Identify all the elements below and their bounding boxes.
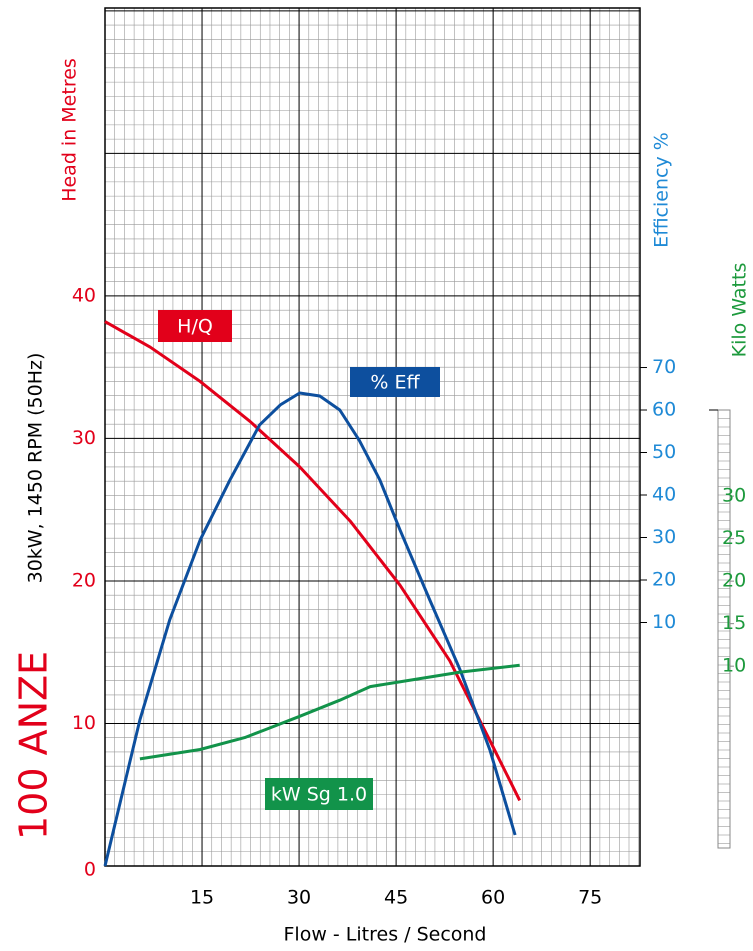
y-tick-label: 40 [72, 284, 96, 306]
curve-label: kW Sg 1.0 [271, 784, 367, 806]
y3-tick-label: 10 [722, 655, 746, 677]
y-tick-label: 30 [72, 427, 96, 449]
y2-tick-label: 10 [652, 611, 676, 633]
curve [103, 391, 517, 867]
y3-tick-label: 15 [722, 612, 746, 634]
x-axis-label: Flow - Litres / Second [283, 924, 486, 946]
x-tick-label: 60 [481, 887, 505, 909]
marks: H/Q % Eff kW Sg 1.0 [103, 310, 522, 867]
y2-tick-label: 50 [652, 441, 676, 463]
curve-label-box [265, 778, 373, 810]
y2-tick-label: 70 [652, 356, 676, 378]
plot-frame [104, 7, 641, 867]
curve-label-box [350, 367, 440, 397]
model: 100 ANZE [12, 651, 56, 840]
curve-label-box [158, 310, 232, 342]
y-tick-label: 20 [72, 569, 96, 591]
y2-axis-label: Efficiency % [651, 132, 673, 248]
x-tick-label: 30 [287, 887, 311, 909]
y3-strip [717, 409, 731, 849]
y2-tick-label: 40 [652, 484, 676, 506]
curve-label: % Eff [370, 372, 420, 394]
x-tick-label: 15 [190, 887, 214, 909]
y3-tick-label: 25 [722, 527, 746, 549]
y-axis-label: Head in Metres [59, 58, 81, 202]
y2-tick-label: 60 [652, 399, 676, 421]
curve [139, 663, 520, 761]
grid [104, 7, 734, 867]
y2-tick-label: 30 [652, 526, 676, 548]
y2-tick-label: 20 [652, 569, 676, 591]
y3-tick-label: 30 [722, 485, 746, 507]
y-tick-label: 0 [84, 859, 96, 881]
curve [104, 320, 522, 802]
y3-tick-label: 20 [722, 570, 746, 592]
rating: 30kW, 1450 RPM (50Hz) [25, 353, 47, 584]
curve-label: H/Q [177, 316, 213, 338]
y-tick-label: 10 [72, 712, 96, 734]
x-tick-label: 75 [578, 887, 602, 909]
x-tick-label: 45 [384, 887, 408, 909]
y3-axis-label: Kilo Watts [729, 263, 751, 358]
